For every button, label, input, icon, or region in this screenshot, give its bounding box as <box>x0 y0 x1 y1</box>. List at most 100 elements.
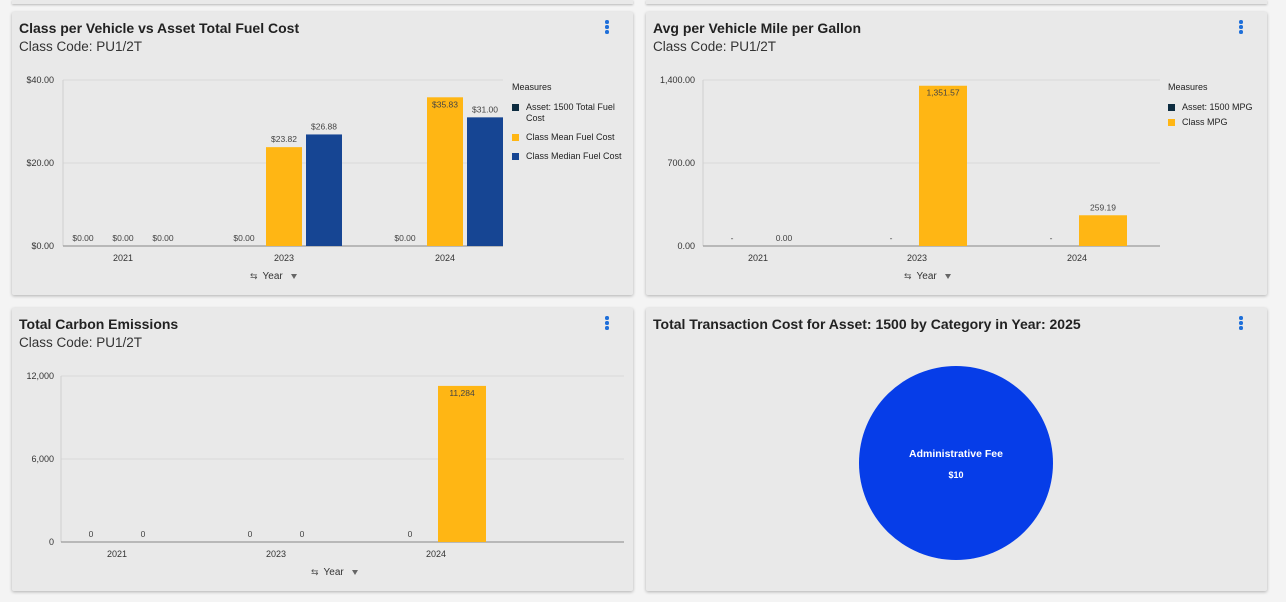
x-tick-label: 2023 <box>907 253 927 263</box>
legend-item-median[interactable]: Class Median Fuel Cost <box>512 151 627 162</box>
more-options-icon[interactable] <box>601 19 613 35</box>
carbon-card: Total Carbon Emissions Class Code: PU1/2… <box>12 308 633 591</box>
bar <box>1079 215 1127 246</box>
data-label: 0 <box>89 529 94 539</box>
x-tick-label: 2021 <box>113 253 133 263</box>
y-tick-label: $40.00 <box>26 75 54 85</box>
chevron-down-icon <box>351 570 358 575</box>
x-tick-label: 2023 <box>274 253 294 263</box>
legend-swatch <box>512 134 519 141</box>
data-label: 1,351.57 <box>926 88 959 98</box>
data-label: $26.88 <box>311 121 337 131</box>
more-options-icon[interactable] <box>601 315 613 331</box>
bar <box>919 85 967 246</box>
card-subtitle: Class Code: PU1/2T <box>653 39 777 54</box>
bar <box>266 147 302 246</box>
data-label: 0 <box>248 529 253 539</box>
chart-legend: Measures Asset: 1500 Total Fuel Cost Cla… <box>512 82 627 170</box>
x-axis-selector[interactable]: ⇆ Year <box>250 271 297 282</box>
legend-label: Class Median Fuel Cost <box>526 151 622 161</box>
card-title: Total Carbon Emissions <box>19 316 179 332</box>
x-tick-label: 2024 <box>435 253 455 263</box>
legend-swatch <box>1168 104 1175 111</box>
x-tick-label: 2023 <box>266 549 286 559</box>
data-label: $0.00 <box>72 233 94 243</box>
legend-title: Measures <box>1168 82 1208 92</box>
data-label: $35.83 <box>432 99 458 109</box>
data-label: $0.00 <box>152 233 174 243</box>
legend-item-asset[interactable]: Asset: 1500 Total Fuel Cost <box>512 102 627 124</box>
x-tick-label: 2021 <box>748 253 768 263</box>
y-tick-label: 700.00 <box>667 158 695 168</box>
axis-label: Year <box>323 567 344 578</box>
fuel-cost-chart: $0.00 $20.00 $40.00 2021 2023 2024 $0.00 $0.00 $… <box>26 75 503 263</box>
data-label: $23.82 <box>271 134 297 144</box>
data-label: $31.00 <box>472 104 498 114</box>
data-label: 0 <box>408 529 413 539</box>
mpg-card: Avg per Vehicle Mile per Gallon Class Co… <box>646 12 1267 295</box>
mpg-chart: 0.00 700.00 1,400.00 2021 2023 2024 - - - 0.00 1,3… <box>660 75 1160 263</box>
carbon-chart: 0 6,000 12,000 2021 2023 2024 0 0 0 0 0 11,284 <box>26 371 624 559</box>
legend-item-asset[interactable]: Asset: 1500 MPG <box>1168 102 1263 113</box>
y-tick-label: 0 <box>49 537 54 547</box>
transaction-cost-card: Total Transaction Cost for Asset: 1500 b… <box>646 308 1267 591</box>
legend-item-class[interactable]: Class MPG <box>1168 117 1263 128</box>
pie-slice <box>859 366 1053 560</box>
data-label: 0 <box>300 529 305 539</box>
chart-legend: Measures Asset: 1500 MPG Class MPG <box>1168 82 1263 136</box>
axis-label: Year <box>262 271 283 282</box>
card-above-right-edge <box>646 0 1267 4</box>
pie-slice-label: Administrative Fee <box>909 448 1003 460</box>
card-subtitle: Class Code: PU1/2T <box>19 335 143 350</box>
transaction-pie-chart: Administrative Fee $10 <box>859 366 1053 560</box>
legend-swatch <box>512 153 519 160</box>
legend-item-mean[interactable]: Class Mean Fuel Cost <box>512 132 627 143</box>
data-label: - <box>1050 233 1053 243</box>
more-options-icon[interactable] <box>1235 315 1247 331</box>
x-tick-label: 2024 <box>426 549 446 559</box>
x-axis-selector[interactable]: ⇆ Year <box>904 271 951 282</box>
legend-swatch <box>512 104 519 111</box>
data-label: $0.00 <box>394 233 416 243</box>
bar <box>467 117 503 246</box>
y-tick-label: $20.00 <box>26 158 54 168</box>
sort-icon: ⇆ <box>250 271 258 281</box>
y-tick-label: 0.00 <box>677 241 695 251</box>
sort-icon: ⇆ <box>904 271 912 281</box>
axis-label: Year <box>916 271 937 282</box>
x-tick-label: 2021 <box>107 549 127 559</box>
data-label: 0 <box>141 529 146 539</box>
legend-swatch <box>1168 119 1175 126</box>
x-tick-label: 2024 <box>1067 253 1087 263</box>
x-axis-selector[interactable]: ⇆ Year <box>311 567 358 578</box>
legend-title: Measures <box>512 82 552 92</box>
legend-label: Asset: 1500 Total Fuel Cost <box>526 102 615 123</box>
card-title: Class per Vehicle vs Asset Total Fuel Co… <box>19 20 300 36</box>
fuel-cost-card: Class per Vehicle vs Asset Total Fuel Co… <box>12 12 633 295</box>
sort-icon: ⇆ <box>311 567 319 577</box>
data-label: 11,284 <box>449 388 475 398</box>
legend-label: Class Mean Fuel Cost <box>526 132 615 142</box>
card-above-left-edge <box>12 0 633 4</box>
bar <box>427 97 463 246</box>
y-tick-label: 1,400.00 <box>660 75 695 85</box>
legend-label: Class MPG <box>1182 117 1228 127</box>
y-tick-label: 12,000 <box>26 371 54 381</box>
legend-label: Asset: 1500 MPG <box>1182 102 1253 112</box>
pie-slice-value: $10 <box>948 470 963 480</box>
more-options-icon[interactable] <box>1235 19 1247 35</box>
bar <box>306 134 342 246</box>
card-title: Total Transaction Cost for Asset: 1500 b… <box>653 316 1081 332</box>
y-tick-label: $0.00 <box>31 241 54 251</box>
data-label: $0.00 <box>233 233 255 243</box>
data-label: 259.19 <box>1090 202 1116 212</box>
data-label: - <box>731 233 734 243</box>
data-label: 0.00 <box>776 233 793 243</box>
data-label: - <box>890 233 893 243</box>
chevron-down-icon <box>290 274 297 279</box>
card-subtitle: Class Code: PU1/2T <box>19 39 143 54</box>
chevron-down-icon <box>944 274 951 279</box>
card-title: Avg per Vehicle Mile per Gallon <box>653 20 861 36</box>
y-tick-label: 6,000 <box>31 454 54 464</box>
data-label: $0.00 <box>112 233 134 243</box>
